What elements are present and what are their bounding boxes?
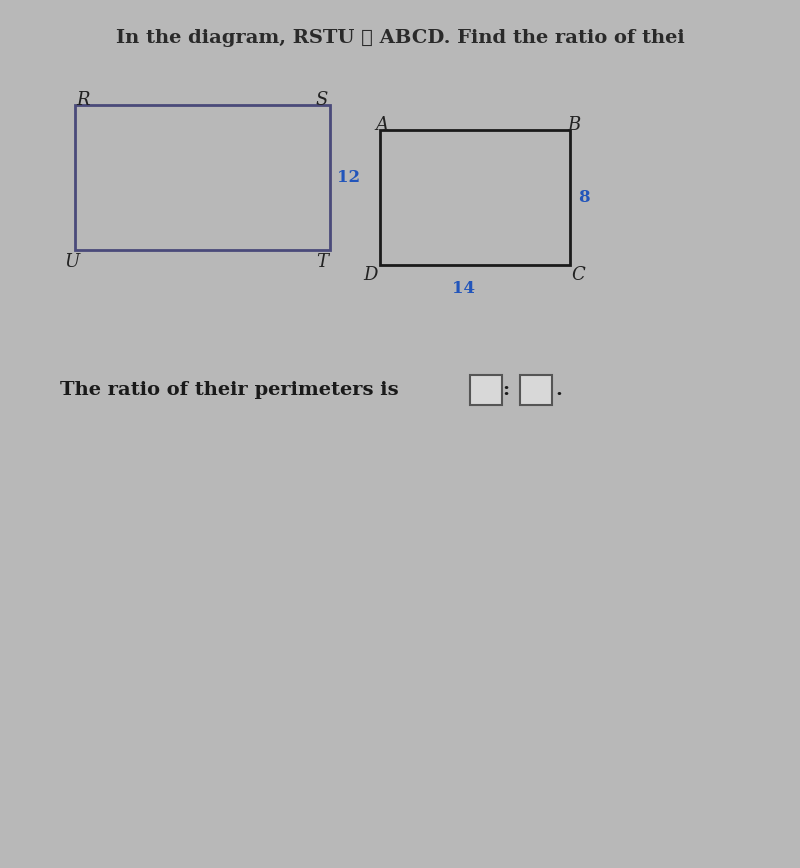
Bar (75, 105, 330, 250)
Text: C: C (571, 266, 585, 284)
Text: A: A (375, 116, 389, 134)
Text: 14: 14 (453, 280, 475, 297)
Text: B: B (567, 116, 581, 134)
Text: 12: 12 (337, 169, 360, 187)
Text: 8: 8 (578, 189, 590, 207)
Bar (470, 375, 502, 405)
Text: In the diagram, RSTU ∾ ABCD. Find the ratio of thei: In the diagram, RSTU ∾ ABCD. Find the ra… (116, 29, 684, 47)
Text: U: U (65, 253, 79, 271)
Text: R: R (76, 91, 90, 109)
Text: D: D (363, 266, 377, 284)
Text: .: . (555, 381, 562, 399)
Bar (520, 375, 552, 405)
Text: :: : (502, 381, 510, 399)
Text: T: T (316, 253, 328, 271)
Text: S: S (316, 91, 328, 109)
Text: The ratio of their perimeters is: The ratio of their perimeters is (60, 381, 398, 399)
Bar (380, 130, 570, 265)
